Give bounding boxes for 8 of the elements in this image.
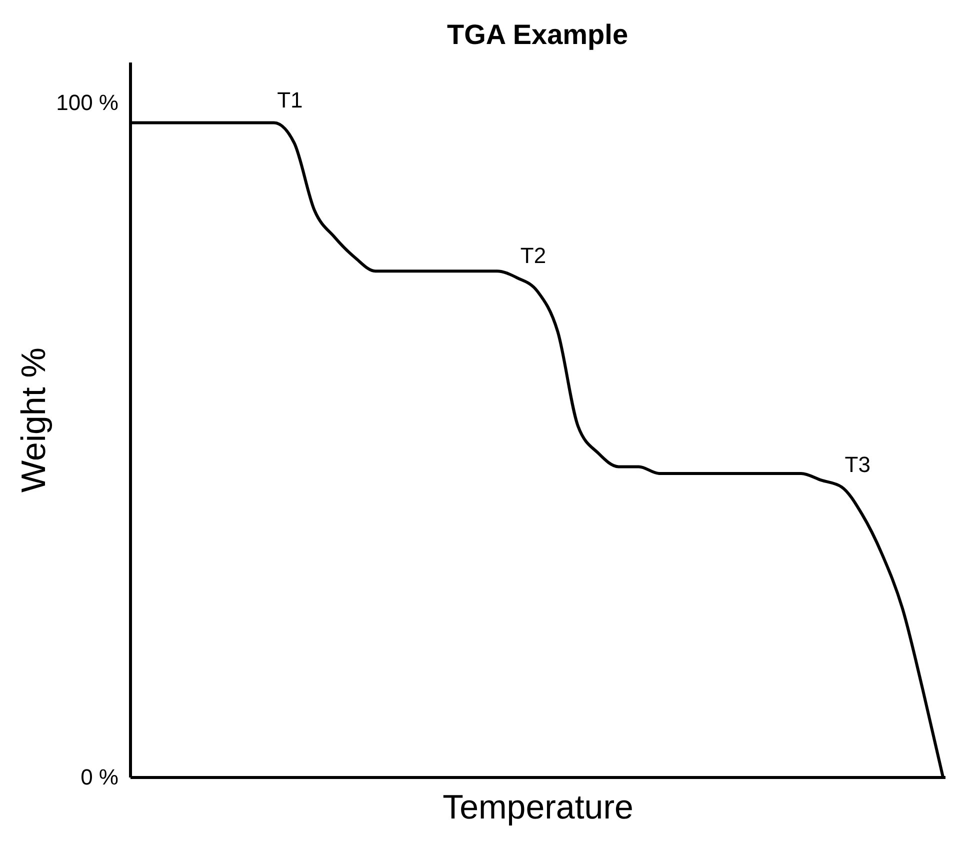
annotation: T1 [277, 88, 303, 113]
annotation: T2 [520, 242, 546, 268]
chart-title: TGA Example [446, 19, 628, 50]
y-tick-label: 0 % [80, 764, 118, 790]
x-axis-title: Temperature [442, 788, 634, 826]
y-tick-label: 100 % [56, 90, 118, 115]
annotation: T3 [844, 452, 870, 477]
y-axis-title: Weight % [15, 348, 54, 492]
